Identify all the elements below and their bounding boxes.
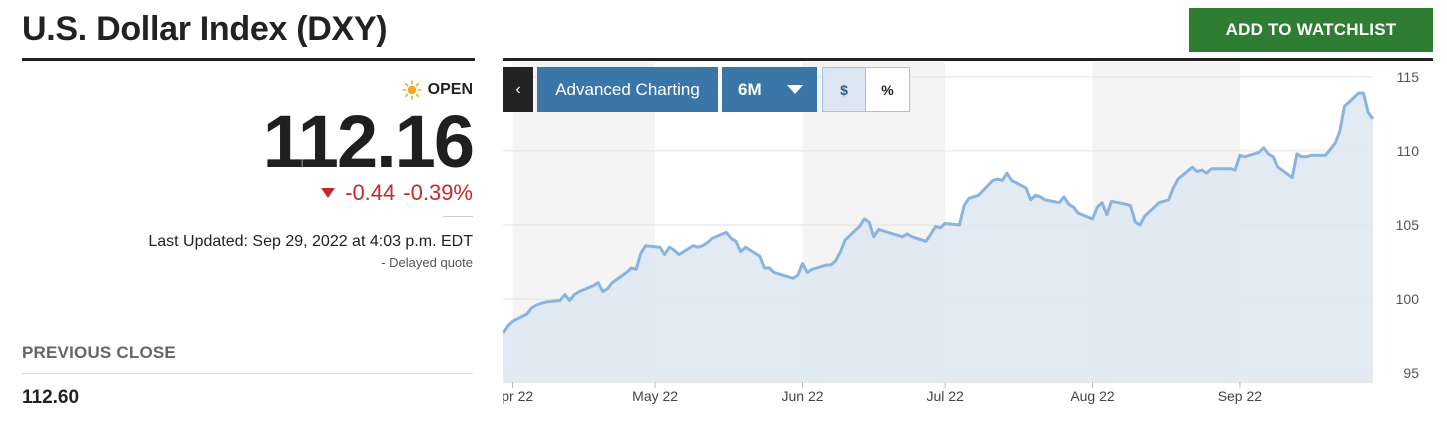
previous-close-divider bbox=[22, 373, 473, 374]
x-tick-label: Aug 22 bbox=[1070, 388, 1115, 404]
x-tick-label: May 22 bbox=[632, 388, 678, 404]
change-divider bbox=[443, 216, 473, 217]
time-range-label: 6M bbox=[738, 79, 762, 99]
previous-close-label: PREVIOUS CLOSE bbox=[22, 343, 176, 362]
change-percent: -0.39% bbox=[403, 180, 473, 205]
chart-divider bbox=[503, 58, 1433, 61]
sun-icon bbox=[402, 80, 422, 100]
previous-close-value: 112.60 bbox=[22, 387, 80, 408]
status-label: OPEN bbox=[427, 81, 473, 98]
y-tick-label: 110 bbox=[1397, 143, 1420, 159]
y-tick-label: 95 bbox=[1403, 365, 1419, 381]
y-tick-label: 115 bbox=[1397, 69, 1420, 85]
y-tick-label: 100 bbox=[1396, 291, 1420, 307]
delayed-quote-note: - Delayed quote bbox=[381, 255, 473, 270]
page-title: U.S. Dollar Index (DXY) bbox=[22, 10, 388, 48]
advanced-charting-button[interactable]: Advanced Charting bbox=[537, 67, 718, 112]
current-price: 112.16 bbox=[262, 100, 475, 183]
chevron-left-icon: ‹ bbox=[515, 80, 521, 98]
x-tick-label: Sep 22 bbox=[1218, 388, 1263, 404]
chart-back-button[interactable]: ‹ bbox=[503, 67, 533, 112]
percent-toggle[interactable]: % bbox=[866, 67, 910, 112]
market-status: OPEN bbox=[402, 80, 473, 100]
down-triangle-icon bbox=[321, 188, 336, 198]
price-chart[interactable]: 95 100 105 110 115 Apr 22 May 22 Jun 22 Jul 22 A… bbox=[503, 62, 1433, 421]
x-tick-label: Apr 22 bbox=[503, 388, 533, 404]
chart-area-fill bbox=[503, 93, 1373, 382]
dollar-toggle[interactable]: $ bbox=[822, 67, 866, 112]
chevron-down-icon bbox=[787, 85, 803, 94]
add-to-watchlist-button[interactable]: ADD TO WATCHLIST bbox=[1189, 8, 1433, 52]
price-change: -0.44 -0.39% bbox=[321, 180, 473, 206]
change-value: -0.44 bbox=[345, 180, 396, 205]
time-range-dropdown[interactable]: 6M bbox=[722, 67, 817, 112]
y-tick-label: 105 bbox=[1396, 217, 1420, 233]
chart-series-line bbox=[503, 91, 1375, 334]
title-divider bbox=[22, 58, 475, 61]
x-tick-label: Jul 22 bbox=[926, 388, 964, 404]
x-tick-label: Jun 22 bbox=[781, 388, 823, 404]
last-updated: Last Updated: Sep 29, 2022 at 4:03 p.m. … bbox=[148, 233, 473, 250]
